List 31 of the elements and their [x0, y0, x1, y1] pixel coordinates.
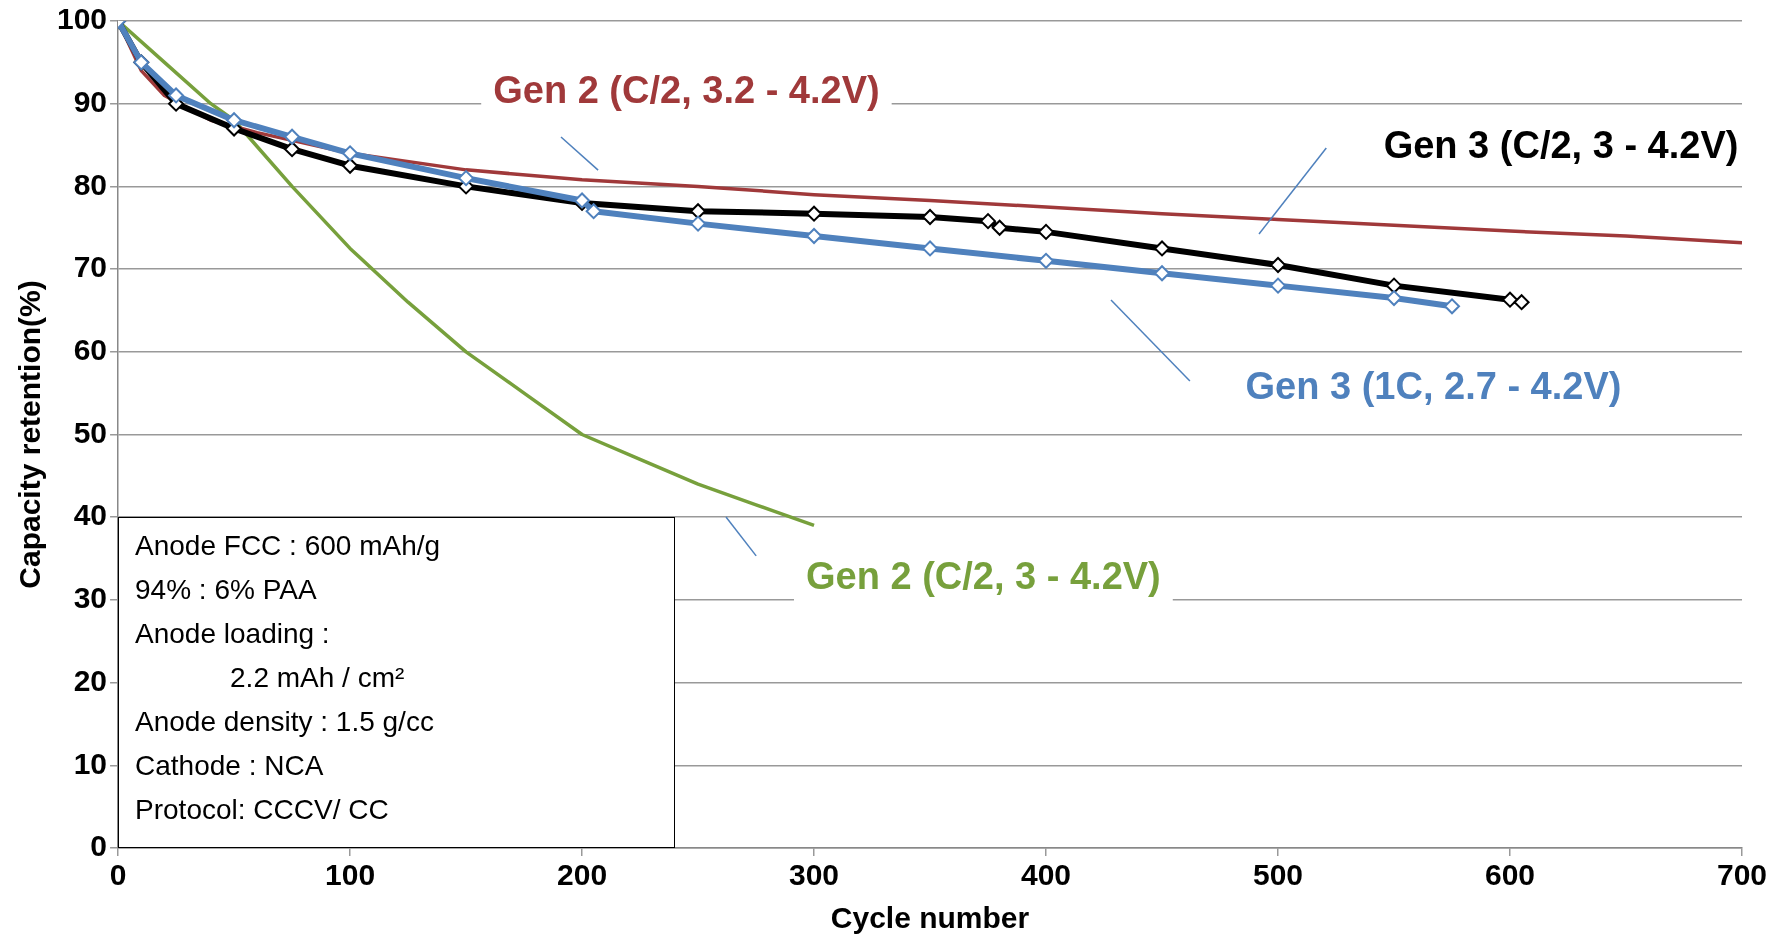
- annotation: 94% : 6% PAA: [135, 573, 318, 608]
- annotation: Protocol: CCCV/ CC: [135, 793, 390, 828]
- y-tick-label: 90: [73, 84, 108, 118]
- x-tick-label: 100: [325, 858, 376, 892]
- x-tick-label: 500: [1252, 858, 1304, 892]
- annotation: Anode density : 1.5 g/cc: [135, 705, 435, 740]
- y-tick-label: 40: [73, 498, 108, 532]
- y-tick-label: 80: [73, 167, 108, 201]
- text: Gen 3 (C/2, 3 - 4.2V): [1383, 124, 1739, 167]
- series-label: Gen 2 (C/2, 3.2 - 4.2V): [493, 68, 880, 111]
- annotation: Cathode : NCA: [135, 749, 325, 784]
- x-tick-label: 200: [557, 858, 608, 892]
- series-label: Gen 2 (C/2, 3 - 4.2V): [805, 554, 1161, 597]
- y-tick-label: 0: [90, 829, 108, 863]
- annotation: Anode FCC : 600 mAh/g: [135, 529, 442, 564]
- y-tick-label: 30: [73, 581, 108, 615]
- annotation: 2.2 mAh / cm²: [229, 661, 406, 696]
- annotation: Anode loading :: [135, 617, 331, 652]
- y-tick-label: 10: [73, 746, 108, 780]
- y-tick-label: 20: [73, 663, 108, 697]
- y-axis-title: Capacity retention(%): [13, 280, 47, 589]
- y-tick-label: 60: [73, 333, 108, 367]
- y-tick-label: 100: [56, 2, 108, 36]
- x-tick-label: 300: [789, 858, 840, 892]
- x-tick-label: 700: [1716, 858, 1768, 892]
- y-tick-label: 70: [73, 250, 108, 284]
- x-axis-title: Cycle number: [830, 901, 1030, 935]
- series-label: Gen 3 (1C, 2.7 - 4.2V): [1245, 365, 1622, 408]
- x-tick-label: 600: [1484, 858, 1536, 892]
- y-tick-label: 50: [73, 415, 108, 449]
- x-tick-label: 400: [1020, 858, 1072, 892]
